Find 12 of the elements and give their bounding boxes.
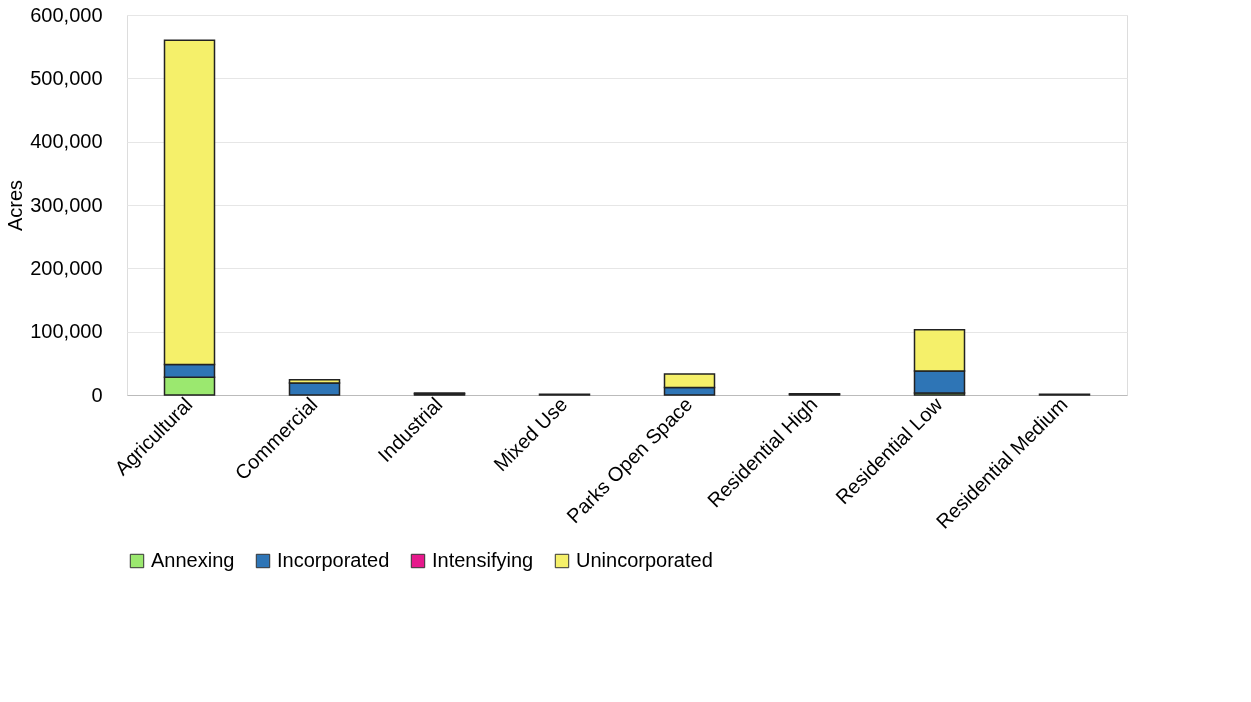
legend-label: Unincorporated [576, 549, 713, 571]
legend-label: Incorporated [277, 549, 390, 571]
y-tick-label: 300,000 [30, 193, 103, 216]
y-tick-label: 500,000 [30, 66, 103, 89]
y-axis-title: Acres [4, 179, 27, 232]
legend-label: Annexing [151, 549, 235, 571]
y-tick-label: 0 [91, 383, 103, 406]
y-tick-label: 200,000 [30, 256, 103, 279]
legend-label: Intensifying [432, 549, 534, 571]
y-tick-label: 400,000 [30, 130, 103, 153]
y-tick-label: 600,000 [30, 3, 103, 26]
y-tick-label: 100,000 [30, 320, 103, 343]
